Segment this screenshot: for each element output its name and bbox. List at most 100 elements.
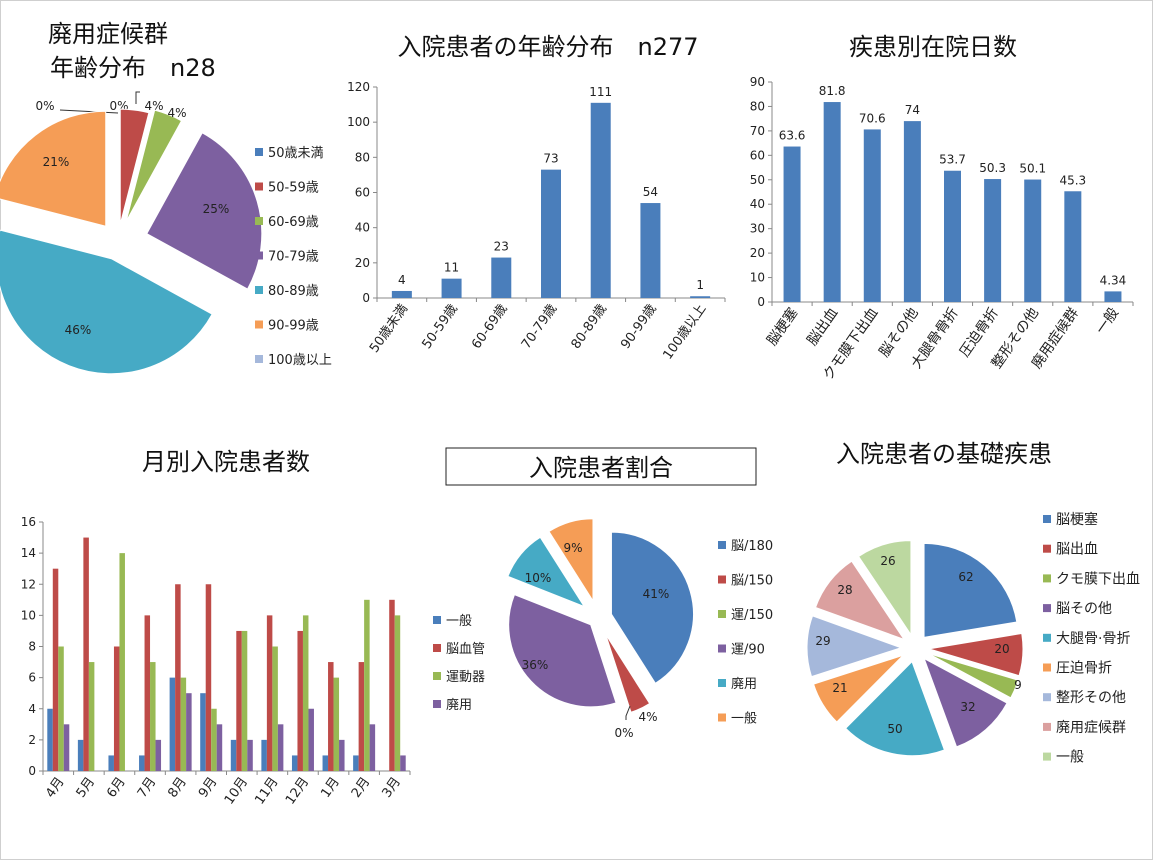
bar	[108, 755, 114, 771]
bar	[241, 630, 248, 771]
y-tick-label: 4	[28, 702, 36, 716]
x-tick-label: 50-59歳	[419, 302, 460, 352]
x-tick-label: 60-69歳	[469, 302, 510, 352]
legend-label: 90-99歳	[268, 319, 319, 334]
x-tick-label: 一般	[1093, 305, 1122, 337]
data-label: 32	[960, 700, 975, 714]
data-label: 4%	[638, 710, 657, 724]
bar	[52, 568, 59, 771]
data-label: 21%	[43, 155, 70, 169]
days-by-disease-bar: 0 10 20 30 40 50 60 70 80 90 63.6 81.8 70.6 74 53.7 50.…	[750, 75, 1134, 383]
pie-slice	[812, 654, 904, 723]
x-tick-label: 1月	[318, 775, 342, 801]
leader-line	[59, 109, 119, 114]
pie-slice	[508, 594, 617, 708]
legend-swatch	[255, 217, 263, 225]
bar	[690, 296, 711, 298]
data-label: 0%	[614, 726, 633, 740]
x-tick-label: 12月	[283, 775, 312, 808]
bar	[322, 755, 329, 771]
bar	[308, 708, 314, 771]
pie-slice	[814, 560, 906, 641]
legend-swatch	[1043, 722, 1051, 731]
bar	[150, 662, 156, 771]
legend-swatch	[255, 320, 263, 329]
bar	[328, 662, 334, 771]
data-label: 28	[837, 583, 852, 597]
bar	[333, 677, 340, 771]
y-tick-label: 16	[21, 515, 36, 529]
legend-swatch	[718, 713, 726, 722]
x-tick-label: 脳梗塞	[763, 305, 801, 349]
pie-slice	[927, 652, 1019, 699]
data-label: 23	[494, 240, 509, 254]
bar	[211, 708, 217, 771]
y-tick-label: 20	[750, 246, 765, 260]
data-label: 45.3	[1059, 173, 1086, 187]
legend-label: 一般	[1056, 750, 1084, 766]
bar	[200, 693, 206, 771]
y-tick-label: 120	[347, 80, 370, 94]
pie-slice	[923, 657, 1008, 748]
y-tick-label: 14	[21, 546, 36, 560]
bar	[441, 278, 462, 298]
bar	[353, 755, 359, 771]
y-tick-label: 100	[347, 115, 370, 129]
legend-swatch	[1043, 574, 1051, 583]
legend-swatch	[718, 610, 726, 618]
data-label: 63.6	[779, 129, 806, 143]
data-label: 74	[905, 103, 920, 117]
legend-swatch	[433, 644, 441, 652]
bar	[139, 755, 145, 771]
bar	[272, 646, 278, 771]
bar	[358, 662, 365, 771]
legend-swatch	[1043, 693, 1051, 702]
monthly-patients-bar: 0 2 4 6 8 10 12 14 16 4月 5月 6月 7月 8月 9月 10月 11月 12月 1月 2月 3月…	[21, 515, 485, 807]
legend-swatch	[255, 182, 263, 191]
legend-label: 80-89歳	[268, 284, 319, 299]
bar	[113, 646, 120, 771]
underlying-disease-pie: 62 20 9 32 50 21 29 28 26 脳梗塞脳出血クモ膜下出血脳その他大腿骨·骨折圧…	[806, 511, 1140, 766]
y-tick-label: 0	[757, 295, 765, 309]
data-label: 50.3	[979, 161, 1006, 175]
bar	[944, 170, 961, 302]
bar	[261, 739, 267, 771]
bar	[230, 739, 237, 771]
legend-swatch	[255, 355, 263, 363]
bar	[1104, 291, 1122, 302]
legend-swatch	[1043, 604, 1051, 613]
data-label: 0%	[35, 99, 54, 113]
data-label: 81.8	[819, 84, 846, 98]
y-tick-label: 20	[355, 256, 370, 270]
bar	[823, 102, 841, 303]
legend-label: 100歳以上	[268, 353, 332, 368]
legend-label: 60-69歳	[268, 215, 319, 230]
y-tick-label: 40	[355, 221, 370, 235]
legend-label: 脳/150	[731, 574, 773, 589]
data-label: 9%	[563, 541, 582, 555]
data-label: 20	[994, 642, 1009, 656]
bar	[394, 615, 401, 771]
pie-slice	[119, 108, 150, 225]
legend-label: 脳血管	[446, 642, 485, 657]
data-label: 50.1	[1019, 162, 1046, 176]
data-label: 1	[696, 278, 704, 292]
data-label: 29	[815, 634, 830, 648]
bar	[277, 724, 284, 771]
data-label: 26	[880, 554, 895, 568]
legend-label: 廃用	[731, 676, 757, 692]
bar	[783, 146, 801, 302]
chart-title: 入院患者の基礎疾患	[836, 440, 1052, 468]
data-label: 4%	[167, 106, 186, 120]
data-label: 111	[589, 85, 612, 99]
bar	[247, 739, 253, 771]
leader-line	[135, 91, 140, 104]
x-tick-label: 脳出血	[804, 305, 841, 349]
x-tick-label: 5月	[74, 775, 98, 801]
legend-label: 廃用症候群	[1056, 719, 1126, 736]
y-tick-label: 10	[750, 271, 765, 285]
y-tick-label: 6	[28, 671, 36, 685]
legend-swatch	[433, 672, 441, 680]
